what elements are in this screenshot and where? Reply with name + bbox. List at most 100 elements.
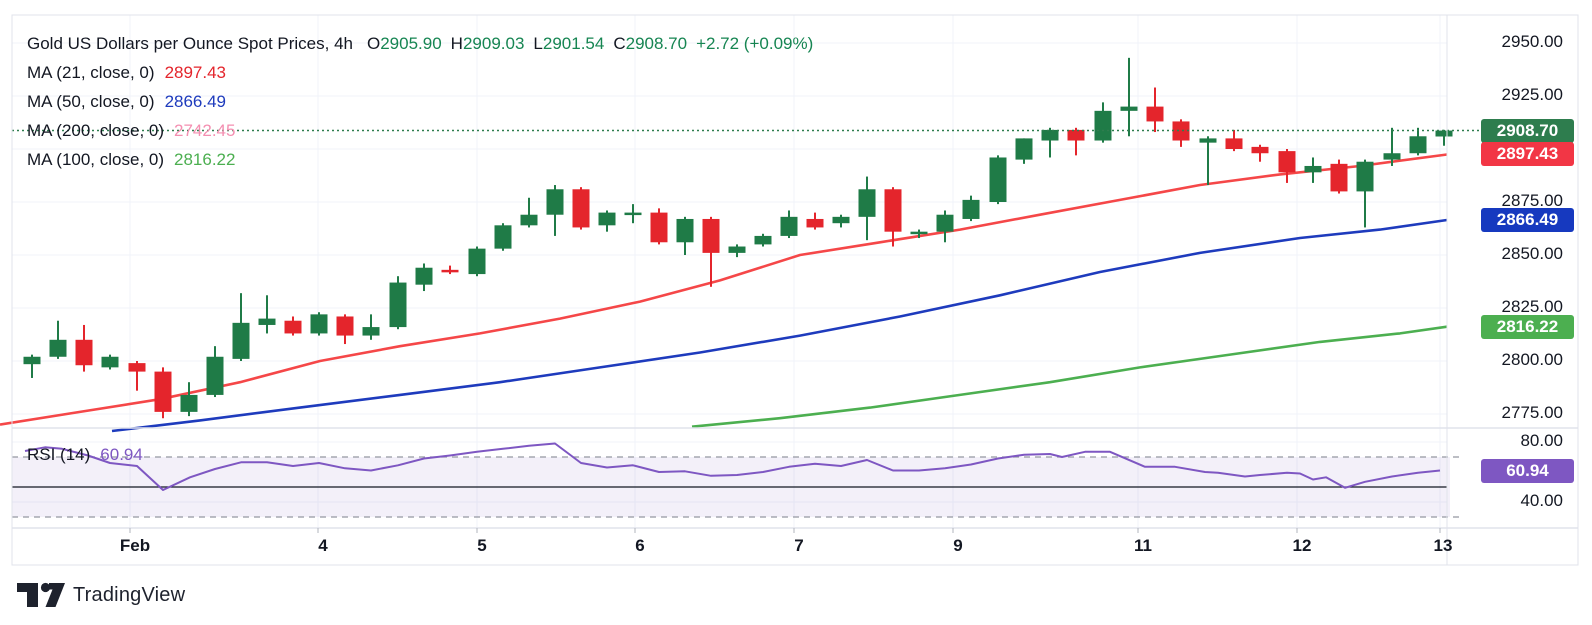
ma-row-label: MA (21, close, 0)	[27, 63, 155, 82]
candle	[728, 244, 746, 258]
ma-row-label: MA (100, close, 0)	[27, 150, 165, 169]
candle	[1172, 119, 1190, 147]
candle	[572, 187, 590, 230]
candle	[910, 229, 928, 239]
chart-border	[11, 14, 1579, 566]
candle	[284, 316, 302, 336]
legend-ma-row[interactable]: MA (100, close, 0) 2816.22	[27, 145, 813, 174]
candle	[676, 216, 694, 255]
tradingview-mark-icon	[17, 582, 65, 607]
candle	[101, 354, 119, 370]
ma-row-label: MA (200, close, 0)	[27, 121, 165, 140]
candle	[206, 346, 224, 398]
candle	[754, 233, 772, 247]
candle	[624, 204, 642, 224]
candle	[884, 187, 902, 247]
candle	[1146, 87, 1164, 133]
ma100-line[interactable]	[691, 325, 1448, 428]
last-price-badge: 2908.70	[1481, 118, 1574, 143]
candle	[362, 314, 380, 340]
ohlc-item: L2901.54	[533, 34, 605, 53]
ma21-line[interactable]	[0, 153, 1448, 426]
candle	[832, 214, 850, 228]
candle	[1304, 157, 1322, 183]
candle	[49, 320, 67, 359]
candlestick-series	[23, 57, 1453, 419]
candle	[75, 324, 93, 372]
candle	[415, 263, 433, 292]
price-axis-label: 2875.00	[1501, 191, 1563, 210]
candle	[180, 382, 198, 417]
candle	[806, 212, 824, 230]
ma50-line[interactable]	[111, 218, 1448, 433]
time-axis-label: 6	[635, 536, 645, 555]
candle	[1278, 149, 1296, 183]
candle	[468, 246, 486, 277]
candle	[936, 210, 954, 243]
legend-ma-row[interactable]: MA (21, close, 0) 2897.43	[27, 58, 813, 87]
candle	[258, 295, 276, 334]
candle	[702, 216, 720, 287]
ma100-badge: 2816.22	[1481, 314, 1574, 339]
rsi-badge: 60.94	[1481, 458, 1574, 483]
time-axis-label: 5	[477, 536, 487, 555]
candle	[1120, 57, 1138, 137]
price-axis-label: 2850.00	[1501, 244, 1563, 263]
rsi-legend[interactable]: RSI (14) 60.94	[27, 445, 143, 465]
price-axis-label: 2775.00	[1501, 403, 1563, 422]
price-axis-label: 2950.00	[1501, 32, 1563, 51]
ma-row-label: MA (50, close, 0)	[27, 92, 155, 111]
price-axis-label: 2800.00	[1501, 350, 1563, 369]
ohlc-item: C2908.70	[613, 34, 688, 53]
ma-row-value: 2742.45	[174, 121, 236, 140]
candle	[128, 361, 146, 391]
time-axis-label: 9	[953, 536, 963, 555]
price-axis-label: 2825.00	[1501, 297, 1563, 316]
candle	[962, 195, 980, 222]
rsi-line[interactable]	[24, 442, 1441, 491]
candle	[1383, 127, 1401, 166]
candle	[389, 276, 407, 330]
candle	[1094, 102, 1112, 143]
ohlc-item: O2905.90	[366, 34, 442, 53]
time-axis-label: Feb	[119, 536, 151, 555]
candle	[1041, 127, 1059, 158]
time-axis-label: 4	[318, 536, 328, 555]
candle	[520, 197, 538, 228]
candle	[858, 176, 876, 241]
candle	[1409, 127, 1427, 156]
candle	[23, 354, 41, 378]
candle	[780, 210, 798, 239]
candle	[441, 265, 459, 275]
candle	[546, 185, 564, 236]
chart-title: Gold US Dollars per Ounce Spot Prices, 4…	[27, 34, 353, 53]
candle	[310, 312, 328, 336]
legend-ma-row[interactable]: MA (50, close, 0) 2866.49	[27, 87, 813, 116]
ma-legend-rows: MA (21, close, 0) 2897.43 MA (50, close, 0…	[27, 58, 813, 174]
candle	[154, 367, 172, 419]
candle	[1067, 127, 1085, 156]
ohlc-item: H2909.03	[450, 34, 525, 53]
rsi-label: RSI (14)	[27, 445, 91, 464]
candle	[1251, 144, 1269, 162]
rsi-axis-label: 40.00	[1520, 491, 1563, 510]
candle	[1330, 159, 1348, 194]
rsi-value: 60.94	[100, 445, 143, 464]
time-axis-label: 13	[1433, 536, 1453, 555]
candle	[232, 293, 250, 361]
ohlc-values: O2905.90 H2909.03 L2901.54 C2908.70	[367, 34, 696, 53]
legend-ma-row[interactable]: MA (200, close, 0) 2742.45	[27, 116, 813, 145]
rsi-axis-label: 80.00	[1520, 431, 1563, 450]
candle	[1225, 129, 1243, 152]
candle	[650, 208, 668, 245]
tradingview-brand-text: TradingView	[73, 583, 186, 606]
tradingview-logo[interactable]: TradingView	[16, 582, 185, 608]
ma-row-value: 2866.49	[164, 92, 227, 111]
legend-title-row[interactable]: Gold US Dollars per Ounce Spot Prices, 4…	[27, 29, 813, 58]
ma-row-value: 2897.43	[164, 63, 227, 82]
price-gridlines	[12, 42, 1447, 503]
candle	[1015, 138, 1033, 164]
time-axis-label: 11	[1134, 536, 1152, 555]
